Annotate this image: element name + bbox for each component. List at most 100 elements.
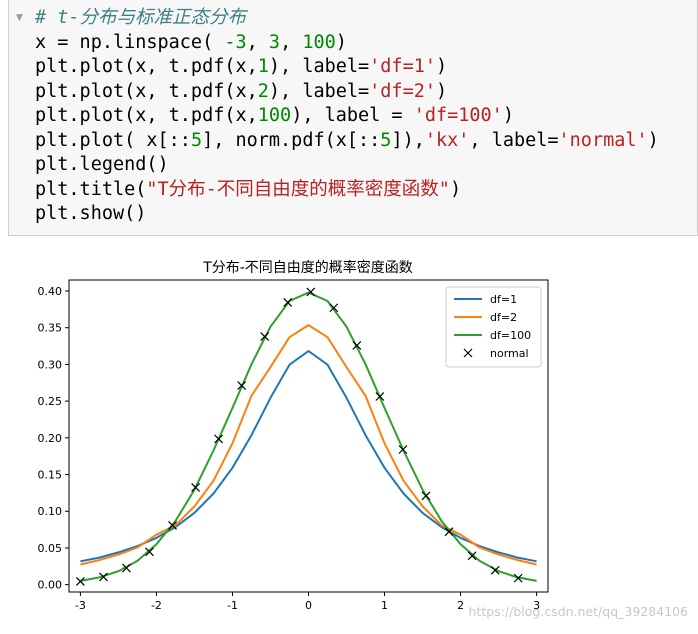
normal-marker-point bbox=[122, 563, 131, 573]
code-editor[interactable]: # t-分布与标准正态分布 x = np.linspace( -3, 3, 100… bbox=[35, 6, 659, 227]
code-token: 2 bbox=[257, 80, 269, 102]
code-token: 100 bbox=[257, 105, 292, 126]
code-token: ) bbox=[502, 105, 514, 126]
code-token: 'df=100' bbox=[413, 105, 503, 126]
code-line: plt.plot(x, t.pdf(x,100), label = 'df=10… bbox=[35, 104, 659, 129]
code-line: # t-分布与标准正态分布 bbox=[35, 6, 659, 31]
code-token: 'kx' bbox=[424, 129, 470, 151]
code-token: 5 bbox=[380, 129, 392, 151]
code-token: ) bbox=[647, 129, 659, 151]
normal-marker-point bbox=[421, 491, 431, 501]
normal-marker-point bbox=[306, 287, 316, 297]
code-line: plt.show() bbox=[35, 202, 659, 227]
code-token: 'df=2' bbox=[369, 80, 436, 102]
code-token: ), label = bbox=[291, 105, 414, 126]
normal-marker-point bbox=[513, 573, 523, 583]
legend-label: df=2 bbox=[490, 311, 517, 324]
code-line: x = np.linspace( -3, 3, 100) bbox=[35, 31, 659, 56]
code-token: plt.plot( x[:: bbox=[35, 129, 191, 151]
legend-item: df=1 bbox=[454, 293, 517, 306]
legend-label: df=1 bbox=[490, 293, 517, 306]
normal-marker-point bbox=[329, 303, 339, 313]
x-tick-label: 2 bbox=[457, 599, 464, 612]
legend-item: normal bbox=[463, 347, 529, 360]
legend-item: df=2 bbox=[454, 311, 517, 324]
code-token: 3 bbox=[268, 31, 281, 53]
normal-marker-point bbox=[260, 332, 270, 342]
series-line-df100 bbox=[80, 291, 537, 582]
normal-marker-point bbox=[444, 527, 454, 537]
code-token: plt.plot(x, t.pdf(x, bbox=[35, 80, 258, 102]
normal-marker-point bbox=[99, 572, 108, 582]
code-cell[interactable]: ▼ # t-分布与标准正态分布 x = np.linspace( -3, 3, 1… bbox=[8, 0, 698, 236]
code-token: , label= bbox=[469, 129, 559, 151]
y-tick-label: 0.05 bbox=[38, 542, 63, 555]
y-tick-label: 0.15 bbox=[38, 469, 63, 482]
code-token: # t-分布与标准正态分布 bbox=[35, 7, 247, 28]
normal-marker-point bbox=[283, 298, 293, 307]
code-line: plt.plot( x[::5], norm.pdf(x[::5]),'kx',… bbox=[35, 129, 659, 154]
code-token: ) bbox=[435, 80, 448, 102]
y-tick-label: 0.35 bbox=[38, 322, 63, 335]
code-token: 1 bbox=[257, 56, 269, 77]
y-tick-label: 0.10 bbox=[38, 505, 63, 518]
code-token: plt.title( bbox=[35, 178, 147, 200]
y-tick-label: 0.30 bbox=[38, 358, 63, 371]
normal-marker-point bbox=[191, 483, 201, 492]
code-token: 100 bbox=[302, 31, 336, 53]
x-tick-label: -3 bbox=[75, 599, 86, 612]
code-token: ), label= bbox=[268, 80, 370, 102]
x-tick-label: 0 bbox=[305, 599, 312, 612]
normal-marker-point bbox=[375, 392, 385, 401]
normal-marker-point bbox=[237, 381, 247, 390]
normal-marker-point bbox=[467, 551, 477, 561]
y-tick-label: 0.20 bbox=[38, 432, 63, 445]
code-token: plt.plot(x, t.pdf(x, bbox=[35, 56, 258, 77]
normal-marker-point bbox=[398, 445, 408, 454]
normal-marker-point bbox=[490, 565, 500, 575]
legend-item: df=100 bbox=[454, 329, 531, 342]
code-token: plt.show() bbox=[35, 203, 147, 224]
x-tick-label: 3 bbox=[533, 599, 540, 612]
normal-marker-point bbox=[168, 520, 177, 530]
collapse-triangle-icon[interactable]: ▼ bbox=[16, 13, 23, 23]
code-token: ) bbox=[449, 178, 462, 200]
legend-label: normal bbox=[490, 347, 529, 360]
chart-title: T分布-不同自由度的概率密度函数 bbox=[202, 259, 413, 276]
code-line: plt.plot(x, t.pdf(x,1), label='df=1') bbox=[35, 55, 659, 80]
code-token: ], norm.pdf(x[:: bbox=[202, 129, 381, 151]
legend-marker-icon bbox=[463, 348, 473, 358]
x-tick-label: -1 bbox=[227, 599, 238, 612]
code-token: ]), bbox=[391, 129, 425, 151]
code-token: ) bbox=[335, 31, 347, 53]
x-tick-label: -2 bbox=[151, 599, 162, 612]
t-distribution-chart: T分布-不同自由度的概率密度函数 -3 -2 -1 0 1 2 3 0.00 0.05 0.10 0… bbox=[38, 259, 689, 619]
watermark: https://blog.csdn.net/qq_39284106 bbox=[469, 604, 688, 619]
code-token: plt.legend() bbox=[35, 154, 169, 175]
normal-marker-point bbox=[75, 577, 85, 586]
y-tick-label: 0.25 bbox=[38, 395, 63, 408]
code-token: 5 bbox=[190, 129, 203, 151]
normal-marker-point bbox=[352, 340, 362, 350]
code-token: -3 bbox=[224, 31, 247, 53]
normal-marker-point bbox=[145, 547, 154, 557]
code-token: ) bbox=[435, 56, 448, 77]
legend-box bbox=[445, 286, 542, 368]
code-token: , bbox=[280, 31, 303, 53]
code-token: ), label= bbox=[268, 56, 370, 77]
code-line: plt.title("T分布-不同自由度的概率密度函数") bbox=[35, 178, 659, 203]
code-line: plt.plot(x, t.pdf(x,2), label='df=2') bbox=[35, 80, 659, 105]
code-token: x = np.linspace( bbox=[35, 31, 225, 53]
normal-marker-point bbox=[214, 434, 224, 444]
code-token: "T分布-不同自由度的概率密度函数" bbox=[146, 178, 450, 200]
y-tick-label: 0.00 bbox=[38, 579, 63, 592]
series-line-df1 bbox=[80, 350, 537, 563]
plot-frame bbox=[68, 279, 549, 593]
code-line: plt.legend() bbox=[35, 153, 659, 178]
y-tick-label: 0.40 bbox=[38, 285, 63, 298]
code-token: plt.plot(x, t.pdf(x, bbox=[35, 105, 258, 126]
code-token: , bbox=[246, 31, 269, 53]
legend-label: df=100 bbox=[490, 329, 531, 342]
x-tick-label: 1 bbox=[381, 599, 388, 612]
code-token: 'normal' bbox=[558, 129, 648, 151]
